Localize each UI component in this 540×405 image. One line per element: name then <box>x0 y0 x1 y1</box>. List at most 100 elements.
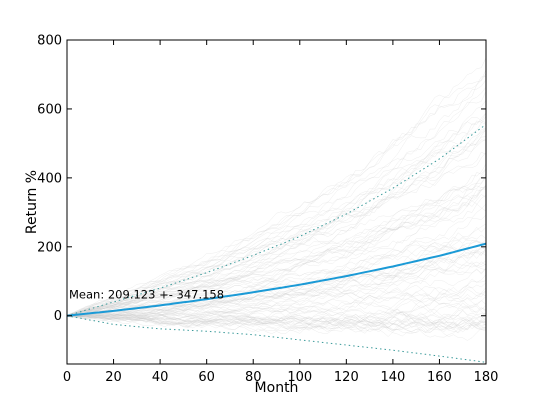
simulation-path <box>67 310 487 327</box>
simulation-path <box>66 200 487 316</box>
simulation-path <box>66 308 487 334</box>
simulation-path <box>66 299 487 323</box>
simulation-path <box>66 252 487 317</box>
simulation-path <box>66 261 487 317</box>
simulation-path <box>66 314 487 334</box>
simulation-path <box>66 314 487 334</box>
simulation-path <box>66 86 487 317</box>
simulation-path <box>66 314 487 330</box>
simulation-path <box>66 112 487 316</box>
simulation-path <box>66 241 486 316</box>
simulation-path <box>66 194 487 316</box>
simulation-path <box>66 120 487 316</box>
simulation-path <box>66 287 487 320</box>
simulation-path <box>66 117 487 316</box>
simulation-path <box>66 175 487 316</box>
axis-ticks: 0 20 40 60 80 100 120 140 160 180 0 200 400 600 800 <box>37 34 498 386</box>
simulation-path <box>66 186 487 317</box>
simulation-path <box>66 138 487 316</box>
simulation-path <box>66 151 487 317</box>
simulation-path <box>66 306 487 330</box>
simulation-path <box>66 314 487 334</box>
x-tick-label: 160 <box>427 370 452 385</box>
simulation-path <box>66 313 487 332</box>
simulation-path <box>66 184 487 316</box>
simulation-path <box>66 91 487 317</box>
simulation-path <box>66 267 487 318</box>
simulation-path <box>66 293 487 324</box>
simulation-path <box>66 127 487 317</box>
std-bands <box>66 123 487 363</box>
x-tick-label: 140 <box>380 370 405 385</box>
mean-line-group <box>66 242 487 317</box>
x-tick-label: 100 <box>287 370 312 385</box>
y-tick-label: 600 <box>37 102 62 117</box>
simulation-path <box>66 128 487 316</box>
simulation-path <box>66 185 487 317</box>
simulation-path <box>66 264 487 317</box>
upper-std-line <box>66 123 487 317</box>
simulation-path <box>66 240 487 317</box>
plot-frame <box>66 39 487 365</box>
mean-annotation: Mean: 209.123 +- 347.158 <box>69 288 224 302</box>
x-tick-label: 120 <box>334 370 359 385</box>
x-tick-label: 80 <box>245 370 262 385</box>
x-tick-label: 20 <box>105 370 122 385</box>
simulation-path <box>66 315 487 331</box>
simulation-path <box>67 163 487 316</box>
simulation-path <box>66 136 487 317</box>
simulation-path <box>66 73 487 317</box>
x-axis-label: Month <box>255 380 299 396</box>
simulation-path <box>66 185 487 316</box>
simulation-path <box>66 284 487 318</box>
simulation-path <box>67 315 487 341</box>
x-tick-label: 0 <box>63 370 71 385</box>
simulation-path <box>66 130 487 316</box>
simulation-path <box>66 302 487 327</box>
simulation-path <box>66 280 487 318</box>
simulation-path <box>66 311 487 329</box>
simulation-path <box>66 316 487 334</box>
simulation-path <box>66 75 487 316</box>
y-tick-label: 400 <box>37 171 62 186</box>
simulation-path <box>66 69 487 316</box>
simulation-path <box>66 315 487 338</box>
simulation-path <box>66 265 487 317</box>
y-axis-label: Return % <box>24 170 40 234</box>
simulation-path <box>66 152 487 317</box>
simulation-path <box>66 194 487 317</box>
simulation-path <box>66 79 487 317</box>
simulation-path <box>66 305 487 326</box>
simulation-path <box>66 237 487 316</box>
simulation-path <box>66 290 487 323</box>
simulation-path <box>66 115 487 316</box>
simulation-path <box>66 314 487 337</box>
simulation-path <box>67 295 487 317</box>
y-tick-label: 0 <box>54 309 62 324</box>
y-tick-label: 200 <box>37 240 62 255</box>
simulation-path <box>66 247 487 317</box>
simulation-path <box>66 274 487 318</box>
lower-std-line <box>66 315 487 363</box>
simulation-path <box>66 314 487 330</box>
simulation-path <box>66 314 487 334</box>
simulation-path <box>66 139 487 317</box>
simulation-path <box>66 287 487 319</box>
simulation-path <box>66 306 487 330</box>
simulation-path <box>67 177 487 316</box>
simulation-path <box>67 203 487 317</box>
y-tick-label: 800 <box>37 34 62 49</box>
simulation-path <box>66 100 487 316</box>
simulation-path <box>66 128 487 317</box>
simulation-path <box>66 309 487 327</box>
simulation-path <box>66 57 487 317</box>
simulation-path <box>66 311 487 332</box>
x-tick-label: 180 <box>474 370 499 385</box>
simulation-path <box>66 247 487 317</box>
mean-line <box>66 242 487 317</box>
simulation-path <box>66 282 487 317</box>
x-tick-label: 40 <box>152 370 169 385</box>
simulation-path <box>66 186 487 316</box>
